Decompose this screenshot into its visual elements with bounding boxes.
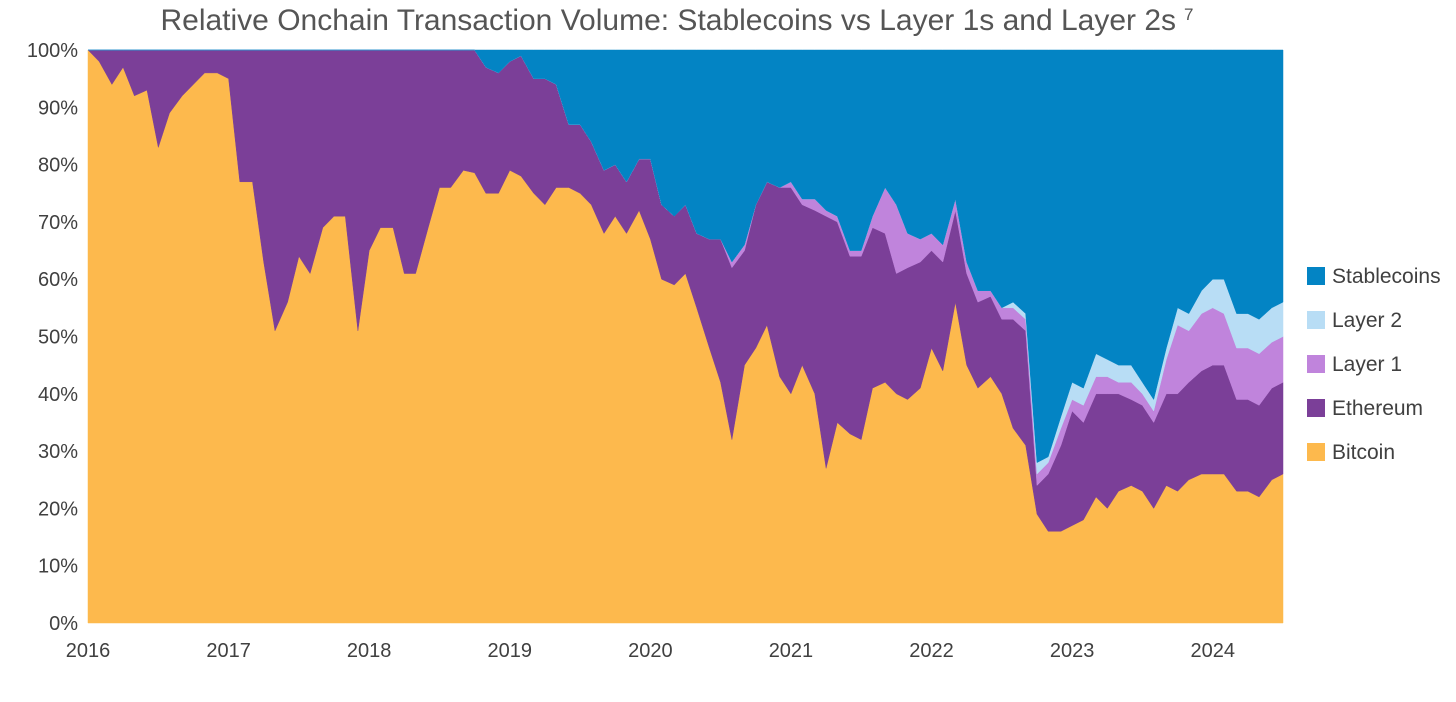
x-tick-label: 2024 [1190,640,1235,662]
chart-title: Relative Onchain Transaction Volume: Sta… [160,4,1193,37]
series-areas [87,49,1284,624]
x-tick-label: 2021 [769,640,814,662]
chart-title-text: Relative Onchain Transaction Volume: Sta… [160,4,1176,37]
legend-item-stablecoins: Stablecoins [1307,265,1441,288]
x-tick-label: 2016 [66,640,111,662]
legend-label: Layer 2 [1332,309,1402,332]
y-axis: 0% 10% 20% 30% 40% 50% 60% 70% 80% 90% 100% [27,40,78,635]
y-tick-label: 60% [38,269,78,291]
x-tick-label: 2017 [206,640,251,662]
legend-swatch [1307,355,1325,373]
legend-item-ethereum: Ethereum [1307,397,1423,420]
legend-swatch [1307,311,1325,329]
y-tick-label: 100% [27,40,78,62]
y-tick-label: 0% [49,613,78,635]
x-axis: 2016 2017 2018 2019 2020 2021 2022 2023 2024 [66,640,1235,662]
legend-label: Ethereum [1332,397,1423,420]
y-tick-label: 10% [38,556,78,578]
x-tick-label: 2018 [347,640,392,662]
legend-label: Stablecoins [1332,265,1441,288]
legend-item-bitcoin: Bitcoin [1307,441,1395,464]
legend-swatch [1307,399,1325,417]
chart-title-superscript: 7 [1184,5,1193,24]
x-tick-label: 2022 [909,640,954,662]
y-tick-label: 90% [38,97,78,119]
y-tick-label: 80% [38,155,78,177]
y-tick-label: 70% [38,212,78,234]
legend-item-layer-2: Layer 2 [1307,309,1402,332]
legend: Stablecoins Layer 2 Layer 1 Ethereum Bitcoin [1307,265,1441,464]
y-tick-label: 50% [38,327,78,349]
legend-swatch [1307,443,1325,461]
area-stablecoins [88,49,1284,463]
y-tick-label: 20% [38,498,78,520]
legend-item-layer-1: Layer 1 [1307,353,1402,376]
x-tick-label: 2023 [1050,640,1095,662]
legend-swatch [1307,267,1325,285]
y-tick-label: 40% [38,384,78,406]
x-tick-label: 2019 [488,640,533,662]
legend-label: Layer 1 [1332,353,1402,376]
x-tick-label: 2020 [628,640,673,662]
y-tick-label: 30% [38,441,78,463]
legend-label: Bitcoin [1332,441,1395,464]
